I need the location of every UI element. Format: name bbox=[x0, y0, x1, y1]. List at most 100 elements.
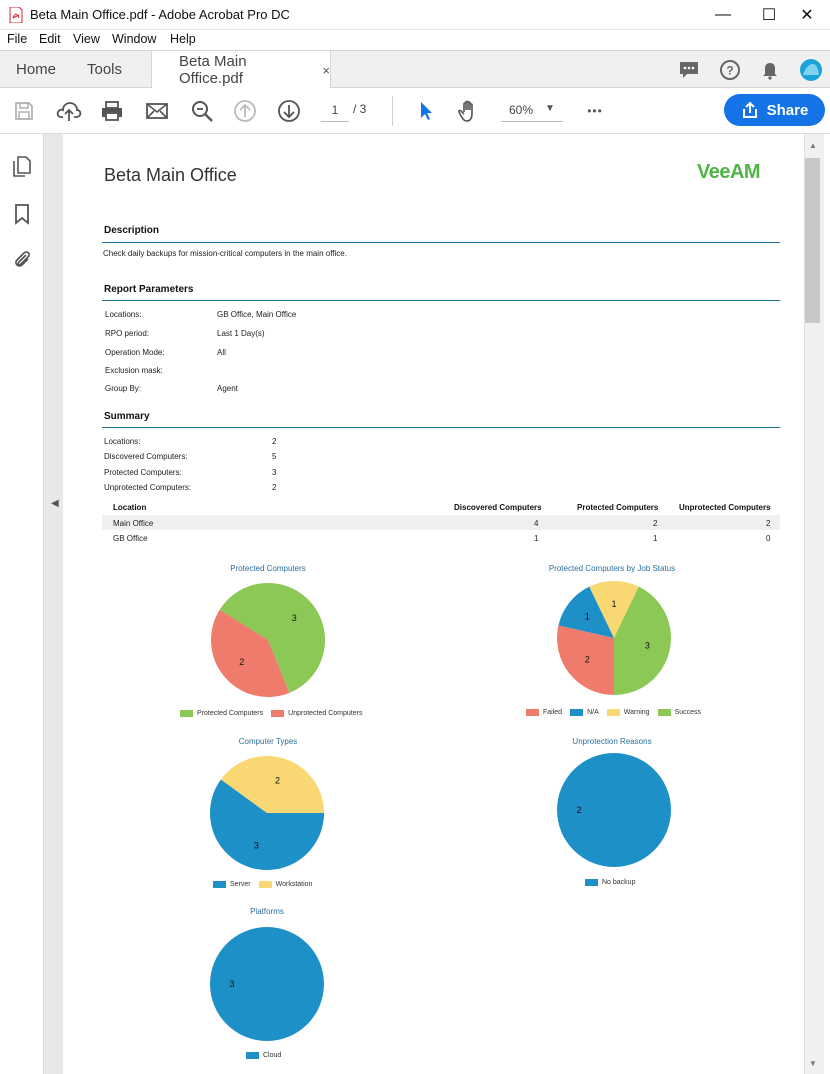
menu-view[interactable]: View bbox=[73, 32, 100, 46]
page-thumbnails-icon[interactable] bbox=[10, 154, 34, 178]
help-icon[interactable]: ? bbox=[717, 57, 743, 83]
vertical-scrollbar[interactable] bbox=[804, 134, 824, 1074]
menu-file[interactable]: File bbox=[7, 32, 28, 46]
zoom-select[interactable]: 60% ▼ bbox=[501, 100, 563, 122]
legend-label: No backup bbox=[602, 879, 636, 886]
page-total: / 3 bbox=[353, 102, 367, 116]
pie-chart-computer-types: 32 bbox=[210, 756, 324, 870]
select-cursor-icon[interactable] bbox=[411, 97, 439, 125]
param-value: Agent bbox=[217, 384, 238, 393]
legend-label: Protected Computers bbox=[197, 710, 264, 717]
pie-chart-job-status: 2 1 1 3 bbox=[557, 581, 671, 695]
table-row-highlight bbox=[102, 515, 780, 530]
share-button[interactable]: Share bbox=[724, 94, 825, 126]
legend-label: Cloud bbox=[263, 1052, 282, 1059]
pdf-page bbox=[63, 134, 804, 1074]
summary-value: 5 bbox=[272, 452, 277, 461]
window-title: Beta Main Office.pdf - Adobe Acrobat Pro… bbox=[30, 7, 290, 22]
pie-data-label: 2 bbox=[585, 654, 590, 664]
comment-icon[interactable] bbox=[676, 57, 702, 83]
chart-title-computer-types: Computer Types bbox=[238, 737, 298, 746]
pie-data-label: 1 bbox=[611, 599, 616, 609]
pie-data-label: 3 bbox=[292, 613, 297, 623]
zoom-search-icon[interactable] bbox=[188, 97, 216, 125]
chart-legend: Failed N/A Warning Success bbox=[526, 709, 709, 716]
menu-help[interactable]: Help bbox=[170, 32, 196, 46]
save-icon[interactable] bbox=[10, 97, 38, 125]
summary-label: Unprotected Computers: bbox=[104, 483, 192, 492]
param-value: GB Office, Main Office bbox=[217, 310, 297, 319]
legend-label: Server bbox=[230, 881, 251, 888]
acrobat-app-icon bbox=[9, 7, 23, 23]
param-value: All bbox=[217, 348, 226, 357]
table-cell: GB Office bbox=[113, 534, 148, 543]
notification-bell-icon[interactable] bbox=[757, 57, 783, 83]
param-label: RPO period: bbox=[105, 329, 150, 338]
legend-item: Protected Computers bbox=[180, 710, 263, 717]
more-tools-icon[interactable]: ••• bbox=[587, 104, 603, 118]
scroll-down-arrow-icon[interactable]: ▼ bbox=[809, 1059, 817, 1068]
pie-slice-n-a bbox=[558, 586, 614, 638]
summary-value: 3 bbox=[272, 468, 277, 477]
legend-label: Workstation bbox=[275, 881, 313, 888]
pie-data-label: 1 bbox=[585, 612, 590, 622]
account-avatar-icon[interactable] bbox=[798, 57, 824, 83]
param-label: Exclusion mask: bbox=[105, 366, 163, 375]
table-cell: 2 bbox=[766, 519, 771, 528]
bookmark-icon[interactable] bbox=[10, 202, 34, 226]
chart-legend: Protected Computers Unprotected Computer… bbox=[180, 710, 370, 717]
chart-legend: Cloud bbox=[246, 1052, 289, 1059]
legend-label: Success bbox=[674, 709, 702, 716]
tab-tools[interactable]: Tools bbox=[87, 61, 123, 78]
share-icon bbox=[742, 101, 757, 118]
tab-close-icon[interactable]: × bbox=[322, 62, 330, 78]
description-header: Description bbox=[104, 225, 160, 236]
tab-document-label: Beta Main Office.pdf bbox=[179, 53, 247, 87]
section-divider bbox=[102, 427, 780, 428]
previous-page-icon[interactable] bbox=[231, 97, 259, 125]
report-parameters-header: Report Parameters bbox=[104, 284, 194, 295]
maximize-button[interactable]: ☐ bbox=[761, 7, 777, 24]
veeam-logo: VeeAM bbox=[697, 161, 761, 183]
minimize-button[interactable]: — bbox=[715, 6, 731, 23]
print-icon[interactable] bbox=[98, 97, 126, 125]
section-divider bbox=[102, 242, 780, 243]
legend-item: Failed bbox=[526, 709, 562, 716]
menu-edit[interactable]: Edit bbox=[39, 32, 61, 46]
legend-item: Workstation bbox=[258, 881, 313, 888]
tab-home[interactable]: Home bbox=[16, 61, 57, 78]
summary-header: Summary bbox=[104, 411, 150, 422]
attachment-icon[interactable] bbox=[10, 247, 34, 271]
legend-label: N/A bbox=[587, 709, 599, 716]
report-title: Beta Main Office bbox=[104, 165, 237, 185]
collapse-panel-icon[interactable]: ◀ bbox=[51, 498, 59, 509]
pie-slice-success bbox=[613, 586, 671, 695]
pie-slice-no-backup bbox=[557, 753, 671, 867]
legend-item: Cloud bbox=[246, 1052, 281, 1059]
menu-bar: File Edit View Window Help bbox=[0, 30, 830, 50]
pie-slice-server bbox=[210, 779, 324, 870]
next-page-icon[interactable] bbox=[275, 97, 303, 125]
share-label: Share bbox=[766, 101, 809, 119]
legend-item: Success bbox=[657, 709, 702, 716]
table-cell: 1 bbox=[534, 534, 539, 543]
scroll-up-arrow-icon[interactable]: ▲ bbox=[809, 141, 817, 150]
table-cell: 1 bbox=[653, 534, 658, 543]
close-window-button[interactable]: ✕ bbox=[800, 7, 814, 24]
legend-label: Failed bbox=[543, 709, 563, 716]
chart-legend: No backup bbox=[585, 879, 643, 886]
pie-slice-unprotected-computers bbox=[211, 609, 290, 697]
legend-item: No backup bbox=[585, 879, 635, 886]
page-number-input[interactable]: 1 bbox=[321, 100, 349, 122]
email-icon[interactable] bbox=[143, 97, 171, 125]
cloud-upload-icon[interactable] bbox=[55, 97, 83, 125]
pie-chart-protected-computers: 32 bbox=[211, 583, 325, 697]
menu-window[interactable]: Window bbox=[112, 32, 157, 46]
table-header-protected: Protected Computers bbox=[577, 503, 659, 512]
pie-slice-failed bbox=[557, 625, 614, 695]
table-header-location: Location bbox=[113, 503, 147, 512]
hand-tool-icon[interactable] bbox=[455, 97, 483, 125]
table-cell: 0 bbox=[766, 534, 771, 543]
scrollbar-thumb[interactable] bbox=[805, 158, 820, 323]
tab-document[interactable]: Beta Main Office.pdf × bbox=[151, 51, 331, 89]
